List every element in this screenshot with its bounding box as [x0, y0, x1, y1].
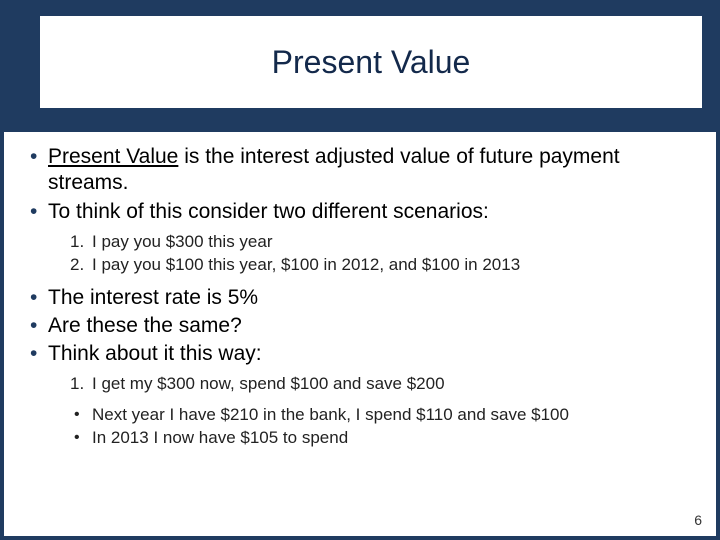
list-item: 2. I pay you $100 this year, $100 in 2012… [48, 254, 698, 277]
list-text: Next year I have $210 in the bank, I spe… [92, 405, 569, 424]
list-item: 1. I get my $300 now, spend $100 and save… [48, 373, 698, 396]
title-box: Present Value [40, 16, 702, 108]
list-text: In 2013 I now have $105 to spend [92, 428, 348, 447]
term-present-value: Present Value [48, 145, 178, 168]
bullet-text: Think about it this way: [48, 342, 262, 365]
list-text: I get my $300 now, spend $100 and save $… [92, 374, 445, 393]
list-text: I pay you $100 this year, $100 in 2012, … [92, 255, 520, 274]
slide-content: Present Value is the interest adjusted v… [22, 144, 698, 506]
list-item: Next year I have $210 in the bank, I spe… [48, 404, 698, 427]
bullet-item: Think about it this way: 1. I get my $300… [22, 341, 698, 450]
list-item: 1. I pay you $300 this year [48, 231, 698, 254]
bullet-list: Present Value is the interest adjusted v… [22, 144, 698, 450]
page-number: 6 [694, 512, 702, 528]
reasoning-list: 1. I get my $300 now, spend $100 and save… [48, 373, 698, 396]
bullet-item: Are these the same? [22, 313, 698, 339]
bullet-item: Present Value is the interest adjusted v… [22, 144, 698, 197]
slide-title: Present Value [272, 44, 471, 81]
list-number: 2. [70, 254, 84, 277]
list-text: I pay you $300 this year [92, 232, 273, 251]
scenario-list: 1. I pay you $300 this year 2. I pay you $… [48, 231, 698, 277]
list-number: 1. [70, 231, 84, 254]
bullet-text: To think of this consider two different … [48, 200, 489, 223]
reasoning-sublist: Next year I have $210 in the bank, I spe… [48, 404, 698, 450]
bullet-item: To think of this consider two different … [22, 199, 698, 277]
bullet-text: Are these the same? [48, 314, 242, 337]
list-number: 1. [70, 373, 84, 396]
bullet-item: The interest rate is 5% [22, 285, 698, 311]
bullet-text: The interest rate is 5% [48, 286, 258, 309]
slide-frame: Present Value Present Value is the inter… [0, 0, 720, 540]
list-item: In 2013 I now have $105 to spend [48, 427, 698, 450]
